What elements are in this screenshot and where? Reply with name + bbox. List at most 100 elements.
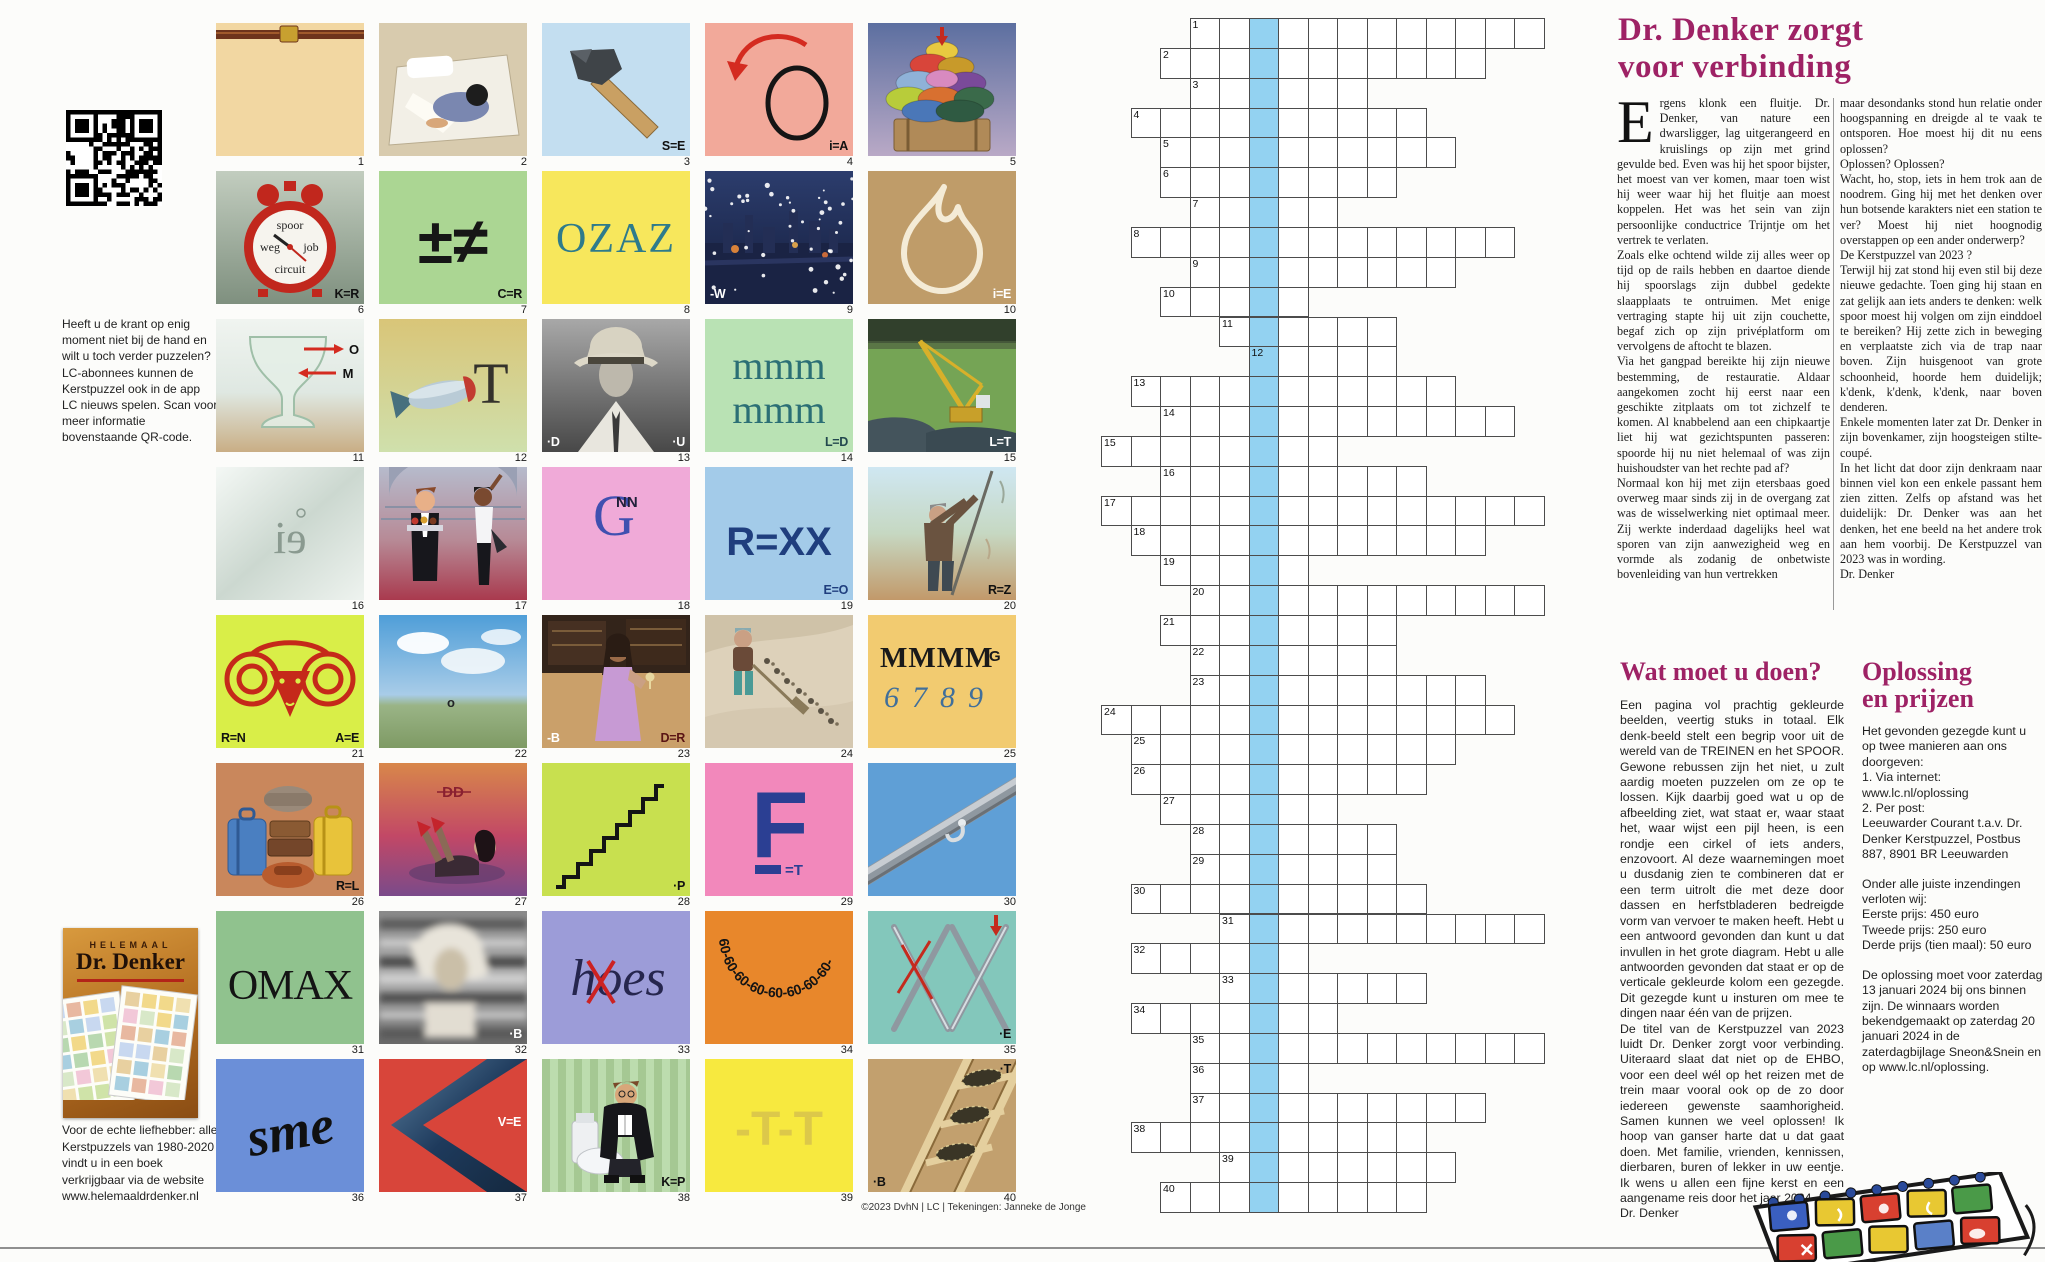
- grid-cell: [1307, 704, 1338, 736]
- grid-cell: [1366, 376, 1397, 408]
- book-collage-sheets: [43, 982, 198, 1112]
- grid-cell: [1366, 316, 1397, 348]
- tile-number: 4: [846, 156, 853, 168]
- grid-row-number: 15: [1104, 436, 1116, 449]
- grid-cell: [1278, 555, 1309, 587]
- grid-cell: [1366, 1182, 1397, 1213]
- grid-row-number: 30: [1133, 884, 1146, 897]
- puzzle-tile-18: G NN: [542, 467, 690, 600]
- tile-art-luggage: [216, 763, 364, 896]
- grid-cell: [1366, 346, 1397, 378]
- grid-cell: [1219, 107, 1250, 139]
- tile-number: 12: [514, 452, 527, 464]
- paragraph: Zoals elke ochtend wilde zij alles weer …: [1617, 248, 1830, 354]
- grid-cell: 37: [1189, 1092, 1220, 1124]
- tile-art-pillows: [868, 23, 1016, 156]
- book-promo: Voor de echte liefhebber: alle Kerstpuzz…: [62, 1123, 218, 1203]
- tile-number: 26: [351, 896, 364, 908]
- grid-cell: [1366, 47, 1397, 79]
- grid-cell: [1337, 256, 1368, 288]
- tile-art-ei: ei: [216, 467, 364, 600]
- grid-cell: [1307, 435, 1338, 467]
- grid-row-number: 32: [1133, 944, 1146, 957]
- tile-number: 40: [1003, 1192, 1016, 1204]
- grid-cell: [1425, 913, 1456, 945]
- grid-cell: 8: [1130, 226, 1161, 258]
- tile-art-fish: T: [379, 319, 527, 452]
- tile-art-arrow: [705, 23, 853, 156]
- svg-text:OZAZ: OZAZ: [556, 216, 676, 262]
- tile-number: 16: [351, 600, 364, 612]
- grid-row-number: 33: [1222, 974, 1234, 987]
- grid-cell: [1278, 376, 1309, 408]
- solution-line: Derde prijs (tien maal): 50 euro: [1862, 938, 2032, 953]
- grid-cell: [1307, 1032, 1338, 1064]
- tile-number: 37: [514, 1192, 527, 1204]
- grid-cell: [1219, 704, 1250, 736]
- grid-cell: [1219, 286, 1250, 318]
- svg-text:O: O: [349, 342, 359, 357]
- grid-cell: [1189, 137, 1220, 169]
- grid-cell: [1278, 346, 1309, 378]
- grid-cell: [1307, 77, 1338, 109]
- tile-number: 39: [840, 1192, 853, 1204]
- grid-cell: [1189, 525, 1220, 557]
- puzzle-tile-23: -B D=R: [542, 615, 690, 748]
- grid-cell: [1396, 1122, 1427, 1154]
- solution-line: www.lc.nl/oplossing: [1862, 785, 1969, 800]
- tile-art-rxx: R=XX: [705, 467, 853, 600]
- bottom-rule: [0, 1247, 2045, 1249]
- svg-text:circuit: circuit: [275, 262, 306, 276]
- grid-cell: [1366, 256, 1397, 288]
- grid-cell: [1278, 1003, 1309, 1034]
- grid-row-number: 18: [1133, 526, 1146, 539]
- tile-code: ·U: [672, 435, 685, 449]
- svg-text:6789: 6789: [884, 681, 996, 714]
- puzzle-tile-34: 60-60-60-60-60-60-60-60-: [705, 911, 853, 1044]
- tile-number: 20: [1003, 600, 1016, 612]
- grid-row-number: 10: [1163, 287, 1175, 300]
- grid-row-number: 13: [1133, 377, 1146, 390]
- grid-cell: [1278, 525, 1309, 557]
- grid-cell: [1484, 704, 1515, 736]
- puzzle-tile-31: OMAX: [216, 911, 364, 1044]
- grid-cell: [1366, 615, 1397, 646]
- puzzle-tile-12: T: [379, 319, 527, 452]
- tile-number: 25: [1003, 748, 1016, 760]
- grid-cell: 4: [1130, 107, 1161, 139]
- tile-number: 36: [351, 1192, 364, 1204]
- puzzle-tile-40: ·T ·B: [868, 1059, 1016, 1192]
- author-signature: Dr. Denker: [1840, 567, 1895, 582]
- grid-row-number: 12: [1251, 347, 1264, 360]
- tile-code: L=D: [824, 435, 848, 449]
- grid-cell: [1219, 674, 1250, 706]
- grid-cell: [1366, 465, 1397, 497]
- page-title: Dr. Denker zorgt voor verbinding: [1618, 12, 2038, 86]
- svg-text:hoes: hoes: [570, 950, 665, 1007]
- solution-column-cell: [1248, 167, 1279, 199]
- tile-art-ladder: [868, 1059, 1016, 1192]
- tile-code: ·P: [673, 879, 685, 893]
- solution-line: Eerste prijs: 450 euro: [1862, 907, 1979, 922]
- tile-number: 33: [677, 1044, 690, 1056]
- solution-column-cell: [1248, 1062, 1279, 1094]
- solution-column-cell: [1248, 256, 1279, 288]
- grid-cell: 22: [1189, 644, 1220, 676]
- grid-cell: [1396, 495, 1427, 527]
- grid-cell: [1278, 197, 1309, 228]
- grid-cell: [1278, 973, 1309, 1005]
- puzzle-tile-13: ·D ·U: [542, 319, 690, 452]
- grid-cell: [1337, 1182, 1368, 1213]
- tile-art-bigF: F=T: [705, 763, 853, 896]
- grid-cell: [1396, 47, 1427, 79]
- grid-cell: [1307, 465, 1338, 497]
- tile-code: C=R: [497, 287, 523, 301]
- grid-cell: [1307, 107, 1338, 139]
- tile-code: -W: [710, 287, 726, 301]
- solution-column-cell: [1248, 435, 1279, 467]
- grid-cell: 11: [1219, 316, 1250, 348]
- grid-cell: 24: [1101, 704, 1132, 736]
- tile-number: 22: [514, 748, 527, 760]
- solution-column-cell: [1248, 525, 1279, 557]
